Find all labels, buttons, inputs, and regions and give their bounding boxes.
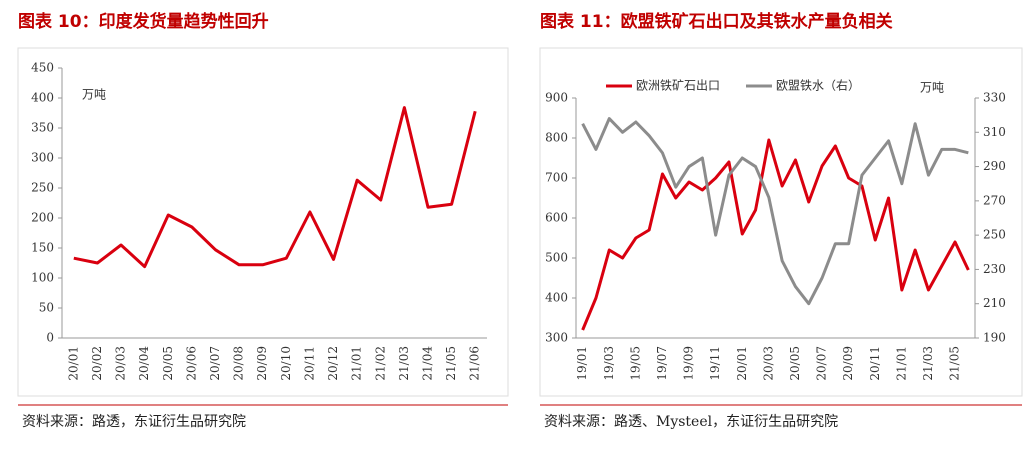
- y-tick-label: 50: [39, 301, 54, 315]
- chart-title: 图表 10：印度发货量趋势性回升: [18, 11, 269, 32]
- x-tick-label: 20/02: [90, 346, 104, 381]
- y-tick-label: 200: [31, 211, 54, 225]
- y-tick-label: 400: [545, 291, 568, 305]
- x-tick-label: 20/09: [255, 346, 269, 381]
- x-tick-label: 19/07: [655, 346, 669, 381]
- y2-tick-label: 330: [983, 91, 1006, 105]
- y2-tick-label: 210: [983, 296, 1006, 310]
- series-line: [581, 138, 970, 331]
- series-line: [73, 106, 477, 269]
- x-tick-label: 21/05: [948, 346, 962, 381]
- frame: [539, 47, 1023, 397]
- x-tick-label: 20/01: [66, 346, 80, 381]
- unit: 万吨: [920, 81, 944, 95]
- y-tick-label: 600: [545, 211, 568, 225]
- x-tick-label: 21/01: [894, 346, 908, 381]
- y2-tick-label: 230: [983, 262, 1006, 276]
- x-tick-label: 20/07: [208, 346, 222, 381]
- x-tick-label: 21/03: [921, 346, 935, 381]
- y2-tick-label: 250: [983, 228, 1006, 242]
- x-tick-label: 20/11: [302, 346, 316, 381]
- source: 资料来源：路透、Mysteel，东证衍生品研究院: [544, 414, 838, 430]
- y-tick-label: 400: [31, 91, 54, 105]
- x-tick-label: 20/09: [841, 346, 855, 381]
- x-tick-label: 20/11: [868, 346, 882, 381]
- y2-tick-label: 310: [983, 125, 1006, 139]
- x-tick-label: 21/03: [397, 346, 411, 381]
- y-tick-label: 500: [545, 251, 568, 265]
- y-tick-label: 300: [545, 331, 568, 345]
- x-tick-label: 20/03: [114, 346, 128, 381]
- x-tick-label: 21/05: [444, 346, 458, 381]
- chart-title: 图表 11：欧盟铁矿石出口及其铁水产量负相关: [540, 11, 893, 32]
- y-tick-label: 300: [31, 151, 54, 165]
- unit: 万吨: [82, 88, 106, 102]
- y-tick-label: 700: [545, 171, 568, 185]
- x-tick-label: 19/05: [628, 346, 642, 381]
- y2-tick-label: 270: [983, 193, 1006, 207]
- x-tick-label: 20/03: [761, 346, 775, 381]
- x-tick-label: 19/01: [575, 346, 589, 381]
- x-tick-label: 21/06: [468, 346, 482, 381]
- x-tick-label: 19/03: [602, 346, 616, 381]
- x-tick-label: 21/04: [420, 346, 434, 381]
- x-tick-label: 20/12: [326, 346, 340, 381]
- legend-label: 欧盟铁水（右）: [776, 78, 860, 93]
- x-tick-label: 20/08: [232, 346, 246, 381]
- source: 资料来源：路透，东证衍生品研究院: [22, 414, 246, 430]
- legend-label: 欧洲铁矿石出口: [636, 79, 720, 93]
- x-tick-label: 20/05: [161, 346, 175, 381]
- y-tick-label: 350: [31, 121, 54, 135]
- x-tick-label: 19/11: [708, 346, 722, 381]
- y2-tick-label: 290: [983, 159, 1006, 173]
- y2-tick-label: 190: [983, 331, 1006, 345]
- frame: [17, 47, 509, 397]
- y-tick-label: 450: [31, 61, 54, 75]
- x-tick-label: 20/10: [279, 346, 293, 381]
- y-tick-label: 100: [31, 271, 54, 285]
- y-tick-label: 0: [46, 331, 54, 345]
- x-tick-label: 20/05: [788, 346, 802, 381]
- y-tick-label: 800: [545, 131, 568, 145]
- x-tick-label: 20/06: [184, 346, 198, 381]
- y-tick-label: 900: [545, 91, 568, 105]
- x-tick-label: 20/07: [815, 346, 829, 381]
- x-tick-label: 21/01: [350, 346, 364, 381]
- x-tick-label: 21/02: [373, 346, 387, 381]
- x-tick-label: 19/09: [682, 346, 696, 381]
- series-line: [581, 117, 969, 306]
- x-tick-label: 20/04: [137, 346, 151, 381]
- y-tick-label: 150: [31, 241, 54, 255]
- x-tick-label: 20/01: [735, 346, 749, 381]
- y-tick-label: 250: [31, 181, 54, 195]
